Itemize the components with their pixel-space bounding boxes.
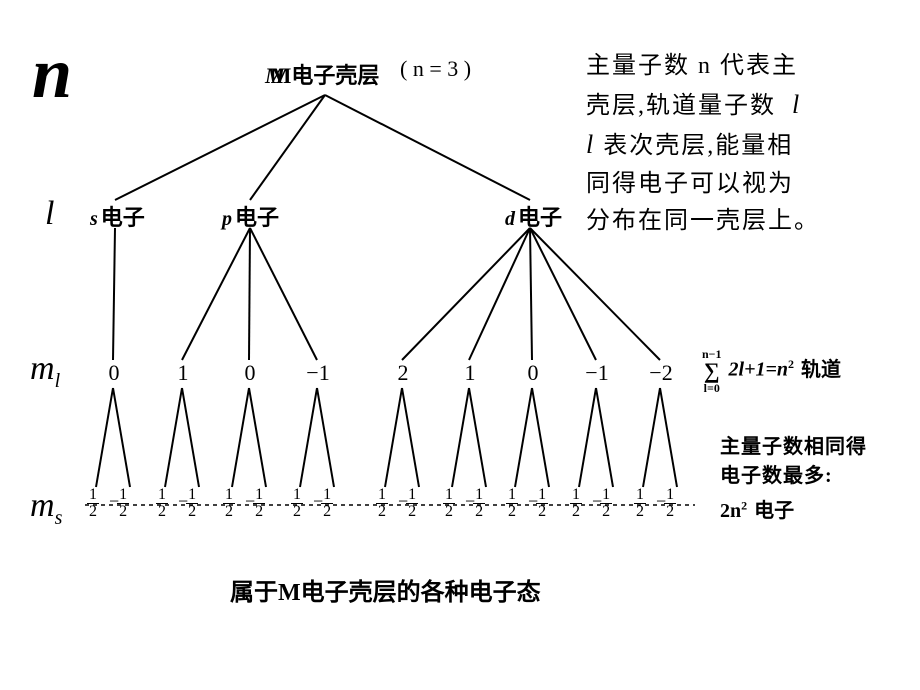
diagram-stage: n MM电子壳层 ( n = 3 ) 主量子数 n 代表主 壳层,轨道量子数 l…	[0, 0, 920, 690]
ms-value-pos: 12	[634, 487, 646, 520]
ml-value: −2	[641, 360, 681, 386]
ms-value-neg: −12	[465, 487, 485, 520]
ms-value-pos: 12	[506, 487, 518, 520]
ms-value-pos: 12	[291, 487, 303, 520]
ml-value: 0	[513, 360, 553, 386]
figure-caption: 属于M电子壳层的各种电子态	[230, 572, 541, 607]
ml-value: 1	[163, 360, 203, 386]
ms-value-neg: −12	[528, 487, 548, 520]
ms-value-pos: 12	[570, 487, 582, 520]
ml-value: 0	[230, 360, 270, 386]
ms-value-neg: −12	[592, 487, 612, 520]
ms-value-pos: 12	[87, 487, 99, 520]
ms-value-neg: −12	[398, 487, 418, 520]
ml-value: 1	[450, 360, 490, 386]
ms-value-neg: −12	[656, 487, 676, 520]
ms-value-pos: 12	[156, 487, 168, 520]
max-electrons-note: 主量子数相同得 电子数最多:	[720, 430, 867, 488]
ml-value: 0	[94, 360, 134, 386]
ms-value-neg: −12	[109, 487, 129, 520]
orbital-count-formula: n−1 ∑ l=0 2l+1=n2 轨道	[702, 348, 841, 394]
ms-value-neg: −12	[178, 487, 198, 520]
ms-value-pos: 12	[223, 487, 235, 520]
ml-value: −1	[577, 360, 617, 386]
ml-value: −1	[298, 360, 338, 386]
max-electrons-formula: 2n2 电子	[720, 494, 794, 523]
ms-value-pos: 12	[443, 487, 455, 520]
ms-value-neg: −12	[313, 487, 333, 520]
ms-value-pos: 12	[376, 487, 388, 520]
ml-value: 2	[383, 360, 423, 386]
ms-value-neg: −12	[245, 487, 265, 520]
